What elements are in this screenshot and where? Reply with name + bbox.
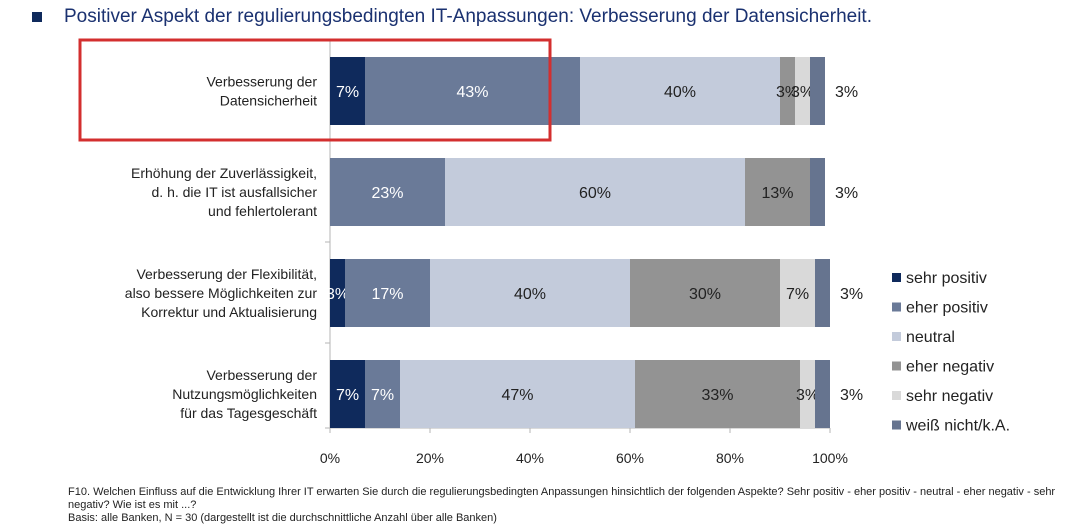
legend-label: neutral <box>906 329 955 346</box>
bar-segment <box>815 360 830 428</box>
bar-segment <box>365 57 580 125</box>
chart-title: Positiver Aspekt der regulierungsbedingt… <box>64 6 872 27</box>
category-label: d. h. die IT ist ausfallsicher <box>152 184 318 200</box>
data-label: 7% <box>336 84 359 101</box>
data-label: 17% <box>371 286 403 303</box>
x-tick-label: 0% <box>320 450 340 466</box>
data-label: 3% <box>840 286 863 303</box>
title-row: Positiver Aspekt der regulierungsbedingt… <box>32 4 872 30</box>
data-label: 7% <box>786 286 809 303</box>
bar-segment <box>795 57 810 125</box>
bar-segment <box>330 259 345 327</box>
legend-swatch <box>892 361 901 371</box>
category-label: Nutzungsmöglichkeiten <box>172 386 317 402</box>
data-label: 7% <box>371 387 394 404</box>
x-tick-label: 60% <box>616 450 644 466</box>
category-label: Verbesserung der <box>206 367 317 383</box>
x-tick-label: 20% <box>416 450 444 466</box>
bar-segment <box>580 57 780 125</box>
data-label: 33% <box>701 387 733 404</box>
x-tick-label: 80% <box>716 450 744 466</box>
legend-swatch <box>892 273 901 282</box>
footnote: F10. Welchen Einfluss auf die Entwicklun… <box>68 486 1058 525</box>
data-label: 3% <box>796 387 819 404</box>
bar-segment <box>810 158 825 226</box>
bar-segment <box>800 360 815 428</box>
legend-swatch <box>892 302 901 312</box>
bar-segment <box>780 57 795 125</box>
legend-label: sehr negativ <box>906 388 993 405</box>
legend-label: eher negativ <box>906 359 994 376</box>
data-label: 23% <box>371 185 403 202</box>
legend-label: weiß nicht/k.A. <box>905 418 1010 435</box>
footnote-basis: Basis: alle Banken, N = 30 (dargestellt … <box>68 512 497 524</box>
bar-segment <box>345 259 430 327</box>
stacked-bar-chart: 0% 20% 40% 60% 80% 100%7% 43% 40% 3%3% 3%Verbesse… <box>78 38 1010 466</box>
bar-segment <box>780 259 815 327</box>
category-label: und fehlertolerant <box>208 203 317 219</box>
bar-segment <box>745 158 810 226</box>
legend-swatch <box>892 332 901 341</box>
bar-segment <box>365 360 400 428</box>
category-label: also bessere Möglichkeiten zur <box>125 285 318 301</box>
category-label: Korrektur und Aktualisierung <box>141 304 317 320</box>
data-label: 47% <box>501 387 533 404</box>
data-label: 30% <box>689 286 721 303</box>
data-label: 3% <box>776 84 799 101</box>
bar-segment <box>430 259 630 327</box>
category-label: Erhöhung der Zuverlässigkeit, <box>131 165 317 181</box>
data-label: 3% <box>791 84 814 101</box>
bar-segment <box>330 57 365 125</box>
legend-label: sehr positiv <box>906 270 987 287</box>
bar-segment <box>330 158 445 226</box>
legend-label: eher positiv <box>906 300 988 317</box>
category-label: Datensicherheit <box>220 93 317 109</box>
data-label: 3% <box>326 286 349 303</box>
data-label: 3% <box>835 185 858 202</box>
data-label: 40% <box>664 84 696 101</box>
legend-swatch <box>892 391 901 400</box>
data-label: 43% <box>456 84 488 101</box>
bar-segment <box>330 360 365 428</box>
category-label: Verbesserung der <box>206 74 317 90</box>
data-label: 60% <box>579 185 611 202</box>
highlight-box <box>78 38 552 142</box>
data-label: 40% <box>514 286 546 303</box>
bar-segment <box>815 259 830 327</box>
footnote-question: F10. Welchen Einfluss auf die Entwicklun… <box>68 486 1056 511</box>
title-bullet-icon <box>32 12 42 22</box>
legend-swatch <box>892 420 901 430</box>
bar-segment <box>810 57 825 125</box>
bar-segment <box>400 360 635 428</box>
bar-segment <box>635 360 800 428</box>
data-label: 3% <box>840 387 863 404</box>
bar-segment <box>630 259 780 327</box>
x-tick-label: 100% <box>812 450 848 466</box>
data-label: 7% <box>336 387 359 404</box>
category-label: Verbesserung der Flexibilität, <box>136 266 317 282</box>
bar-segment <box>445 158 745 226</box>
data-label: 13% <box>761 185 793 202</box>
x-tick-label: 40% <box>516 450 544 466</box>
category-label: für das Tagesgeschäft <box>180 405 317 421</box>
data-label: 3% <box>835 84 858 101</box>
